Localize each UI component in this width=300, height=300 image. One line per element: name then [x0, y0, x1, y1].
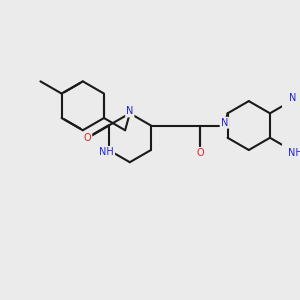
Text: N: N [221, 118, 228, 128]
Text: O: O [196, 148, 204, 158]
Text: N: N [126, 106, 134, 116]
Text: NH: NH [99, 147, 114, 157]
Text: N: N [289, 93, 297, 103]
Text: NH: NH [289, 148, 300, 158]
Text: O: O [84, 133, 91, 143]
